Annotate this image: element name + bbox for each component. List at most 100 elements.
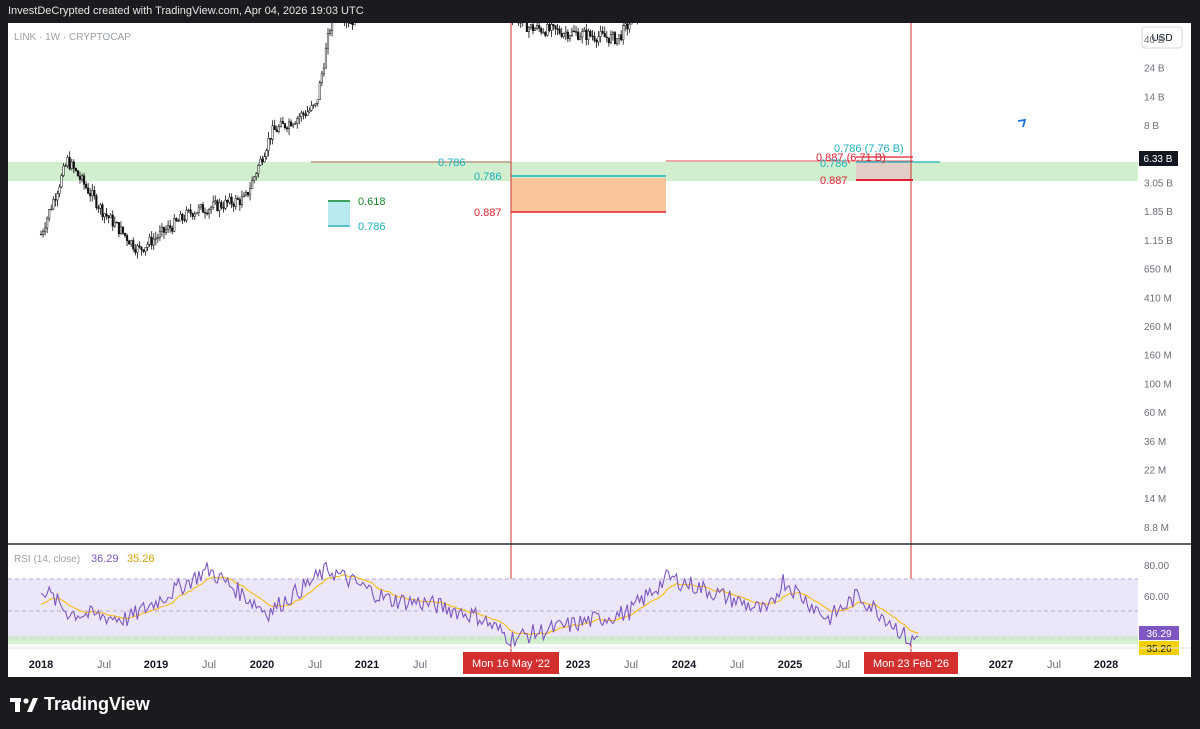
candle-body (234, 198, 237, 207)
date-badge-text: Mon 23 Feb '26 (873, 658, 949, 670)
candle-body (622, 25, 625, 41)
candle-body (232, 204, 235, 207)
price-tick-label: 14 M (1144, 494, 1166, 505)
time-tick-label: Jul (624, 659, 638, 671)
candle-body (111, 214, 114, 227)
candle-body (91, 190, 94, 197)
rsi-value: 36.29 (91, 553, 119, 565)
rsi-ma-value: 35.26 (127, 553, 155, 565)
candle-body (162, 226, 166, 233)
candle-body (318, 82, 321, 100)
currency-badge[interactable] (1141, 26, 1183, 49)
candle-body (39, 233, 43, 236)
candle-body (290, 121, 293, 127)
price-tick-label: 410 M (1144, 293, 1172, 304)
candle-body (589, 30, 592, 37)
candle-body (177, 220, 180, 222)
candle-body (76, 170, 79, 177)
candle-body (554, 25, 557, 30)
candle-body (187, 209, 190, 211)
candle-body (124, 232, 127, 236)
candle-body (230, 196, 233, 205)
candle-body (616, 38, 619, 44)
time-tick-label: 2023 (566, 659, 590, 671)
chart-title: LINK · 1W · CRYPTOCAP (14, 32, 131, 43)
candle-body (279, 121, 282, 127)
price-tick-label: 8.8 M (1144, 523, 1169, 534)
time-tick-label: 2025 (778, 659, 802, 671)
candle-body (351, 23, 354, 26)
candle-body (78, 175, 82, 180)
price-tick-label: 60 M (1144, 408, 1166, 419)
currency-label: USD (1151, 33, 1172, 44)
time-tick-label: Jul (308, 659, 322, 671)
candle-body (564, 31, 567, 35)
price-axis[interactable] (1138, 23, 1191, 677)
candle-body (206, 212, 209, 215)
candle-body (197, 206, 200, 213)
candle-body (255, 173, 258, 178)
candle-body (550, 24, 553, 31)
candle-body (240, 196, 243, 206)
time-tick-label: Jul (1047, 659, 1061, 671)
candle-body (171, 227, 174, 232)
chart-panel[interactable]: LINK · 1W · CRYPTOCAP 0.618 0.786 0.786 … (8, 23, 1191, 677)
candle-body (529, 24, 533, 29)
candle-body (611, 32, 615, 35)
candle-body (44, 227, 47, 232)
rsi-oversold-band (8, 636, 1138, 644)
price-pane[interactable] (8, 23, 1138, 543)
candle-body (572, 30, 576, 33)
price-tick-label: 40 B (1144, 35, 1165, 46)
candle-body (126, 235, 129, 242)
candle-body (132, 240, 135, 250)
candle-body (620, 34, 623, 41)
candle-body (130, 240, 133, 245)
candle-body (83, 175, 86, 185)
candle-body (224, 199, 227, 209)
candle-body (160, 226, 163, 232)
brand[interactable]: TradingView (10, 694, 150, 715)
candle-body (144, 247, 147, 252)
rsi-band (8, 579, 1138, 639)
date-badge (463, 652, 559, 674)
candle-body (296, 118, 299, 124)
candle-body (304, 113, 307, 116)
chart-canvas[interactable]: LINK · 1W · CRYPTOCAP 0.618 0.786 0.786 … (8, 23, 1191, 677)
candle-body (105, 213, 108, 217)
candle-body (48, 209, 51, 219)
candle-body (138, 245, 141, 248)
candle-body (314, 103, 317, 106)
candle-body (324, 47, 327, 69)
candle-body (536, 25, 539, 29)
price-tick-label: 1.85 B (1144, 207, 1173, 218)
candle-body (603, 32, 606, 38)
candle-body (169, 225, 172, 229)
candle-body (575, 31, 578, 33)
candle-body (181, 214, 184, 220)
candle-body (540, 28, 543, 33)
candle-body (300, 112, 303, 117)
candle-body (538, 25, 541, 29)
price-ticks: 40 B24 B14 B8 B4.8 B3.05 B1.85 B1.15 B65… (1144, 35, 1173, 534)
fib-label: 0.786 (7.76 B) (834, 143, 904, 155)
fib-box-2020 (328, 200, 350, 225)
candle-body (263, 156, 266, 163)
candle-body (195, 212, 198, 215)
candle-body (109, 214, 112, 219)
time-axis[interactable]: 2018 Jul 2019 Jul 2020 Jul 2021 Jul Jul 2023 Jul 20… (29, 659, 1118, 671)
candle-body (294, 123, 297, 125)
candle-body (193, 213, 196, 217)
candle-body (275, 129, 278, 133)
candle-body (103, 213, 106, 217)
candle-body (242, 194, 245, 198)
candle-body (322, 67, 325, 75)
candle-body (216, 200, 219, 211)
candle-body (60, 175, 63, 188)
candle-body (267, 138, 270, 151)
rsi-tick: 80.00 (1144, 561, 1169, 572)
rsi-line (40, 561, 919, 647)
candle-body (72, 161, 75, 169)
candle-body (212, 201, 215, 208)
time-tick-label: Jul (730, 659, 744, 671)
